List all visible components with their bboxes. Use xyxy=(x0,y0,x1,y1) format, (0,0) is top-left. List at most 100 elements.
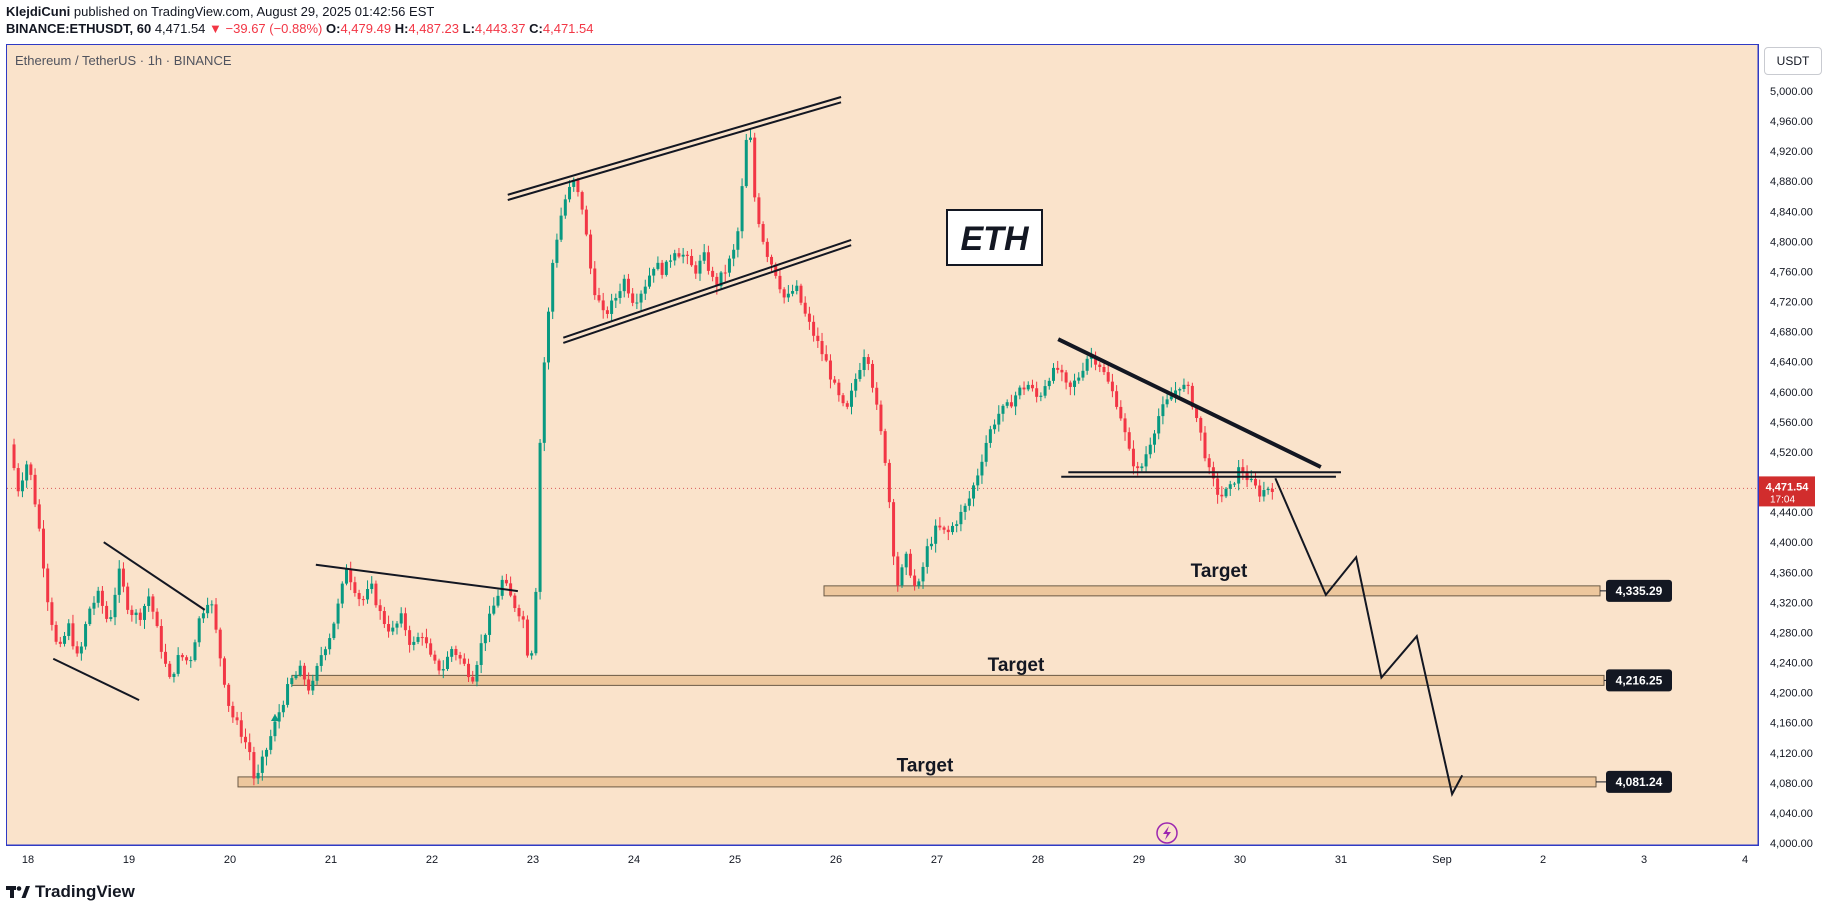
countdown-label: 17:04 xyxy=(1770,494,1795,505)
candle-body xyxy=(79,646,83,654)
candle-body xyxy=(227,684,231,706)
candle-body xyxy=(542,362,546,443)
trendline-channel-bottom-1[interactable] xyxy=(562,244,852,344)
candle-body xyxy=(29,464,33,475)
candle-body xyxy=(824,354,828,361)
price-change: ▼ −39.67 (−0.88%) xyxy=(209,21,323,36)
y-tick-label: 4,120.00 xyxy=(1770,748,1813,760)
candle-body xyxy=(84,624,88,647)
trendline-flag-1-top[interactable] xyxy=(103,541,206,611)
axis-unit-button[interactable]: USDT xyxy=(1764,47,1822,75)
candle-body xyxy=(1241,467,1245,473)
candle-body xyxy=(799,285,803,303)
candle-body xyxy=(1207,458,1211,468)
target-price-tag xyxy=(1606,770,1672,793)
y-tick-label: 4,520.00 xyxy=(1770,447,1813,459)
candle-body xyxy=(1022,387,1026,390)
candle-body xyxy=(656,262,660,269)
candle-body xyxy=(1131,448,1135,467)
candle-body xyxy=(652,268,656,276)
candle-body xyxy=(934,525,938,544)
candle-body xyxy=(744,139,748,187)
candle-body xyxy=(715,276,719,287)
candle-body xyxy=(727,258,731,273)
author-name[interactable]: KlejdiCuni xyxy=(6,4,71,19)
candle-body xyxy=(408,630,412,645)
candle-body xyxy=(286,684,290,705)
trendline-channel-top-1[interactable] xyxy=(507,101,842,201)
chart-frame[interactable] xyxy=(6,44,1759,846)
target-price-label: 4,081.24 xyxy=(1616,775,1663,789)
y-tick-label: 4,400.00 xyxy=(1770,537,1813,549)
candle-body xyxy=(366,589,370,600)
event-marker-icon xyxy=(271,714,279,721)
candle-body xyxy=(185,657,189,661)
candle-body xyxy=(753,137,757,198)
trendline-channel-bottom-2[interactable] xyxy=(562,238,852,339)
candle-body xyxy=(534,591,538,654)
candle-body xyxy=(58,641,62,644)
candle-body xyxy=(1136,466,1140,469)
projection-path[interactable] xyxy=(1274,477,1464,797)
candle-body xyxy=(530,653,534,656)
candle-body xyxy=(963,505,967,512)
candle-body xyxy=(201,613,205,619)
open-label: O: xyxy=(326,21,341,36)
candle-body xyxy=(1253,478,1257,486)
candle-body xyxy=(1199,418,1203,433)
candle-body xyxy=(942,527,946,530)
y-tick-label: 4,200.00 xyxy=(1770,688,1813,700)
y-tick-label: 4,320.00 xyxy=(1770,597,1813,609)
candle-body xyxy=(437,660,441,671)
candle-body xyxy=(690,255,694,266)
trendline-flag-1-bottom[interactable] xyxy=(52,657,140,702)
x-tick-label: 30 xyxy=(1234,854,1246,866)
candle-body xyxy=(622,278,626,292)
candle-body xyxy=(1224,488,1228,497)
candle-body xyxy=(319,655,323,666)
candle-body xyxy=(921,566,925,582)
candle-body xyxy=(669,260,673,262)
candle-body xyxy=(265,749,269,757)
brand-name: TradingView xyxy=(35,882,135,901)
candle-body xyxy=(420,637,424,639)
lightning-icon[interactable] xyxy=(1156,822,1178,844)
candle-body xyxy=(854,378,858,391)
candle-body xyxy=(130,609,134,616)
candle-body xyxy=(387,624,391,632)
candle-body xyxy=(450,649,454,657)
candle-body xyxy=(917,581,921,586)
tradingview-logo[interactable]: TradingView xyxy=(6,882,135,902)
candle-body xyxy=(593,268,597,296)
trendline-rise-trendline[interactable] xyxy=(315,563,518,593)
target-label: Target xyxy=(1191,561,1248,582)
candle-body xyxy=(997,413,1001,425)
candle-body xyxy=(862,357,866,370)
y-tick-label: 4,680.00 xyxy=(1770,327,1813,339)
candle-body xyxy=(462,658,466,664)
candle-body xyxy=(1081,370,1085,378)
y-tick-label: 4,600.00 xyxy=(1770,387,1813,399)
trendline-triangle-top[interactable] xyxy=(1057,337,1322,469)
candle-body xyxy=(395,623,399,628)
trendline-channel-top-2[interactable] xyxy=(507,96,842,196)
eth-annotation-box[interactable] xyxy=(946,209,1043,266)
low-value: 4,443.37 xyxy=(474,21,526,36)
candle-body xyxy=(761,224,765,242)
candle-body xyxy=(765,241,769,257)
candle-body xyxy=(273,721,277,737)
candle-body xyxy=(546,311,550,363)
candle-body xyxy=(1186,384,1190,386)
candle-body xyxy=(41,528,45,569)
candle-body xyxy=(858,369,862,379)
candle-body xyxy=(706,252,710,271)
candle-body xyxy=(601,300,605,311)
candle-body xyxy=(820,341,824,355)
candle-body xyxy=(551,262,555,312)
candle-body xyxy=(875,387,879,405)
candle-body xyxy=(778,275,782,290)
candle-body xyxy=(248,742,252,753)
candle-body xyxy=(88,608,92,625)
candle-body xyxy=(525,619,529,656)
